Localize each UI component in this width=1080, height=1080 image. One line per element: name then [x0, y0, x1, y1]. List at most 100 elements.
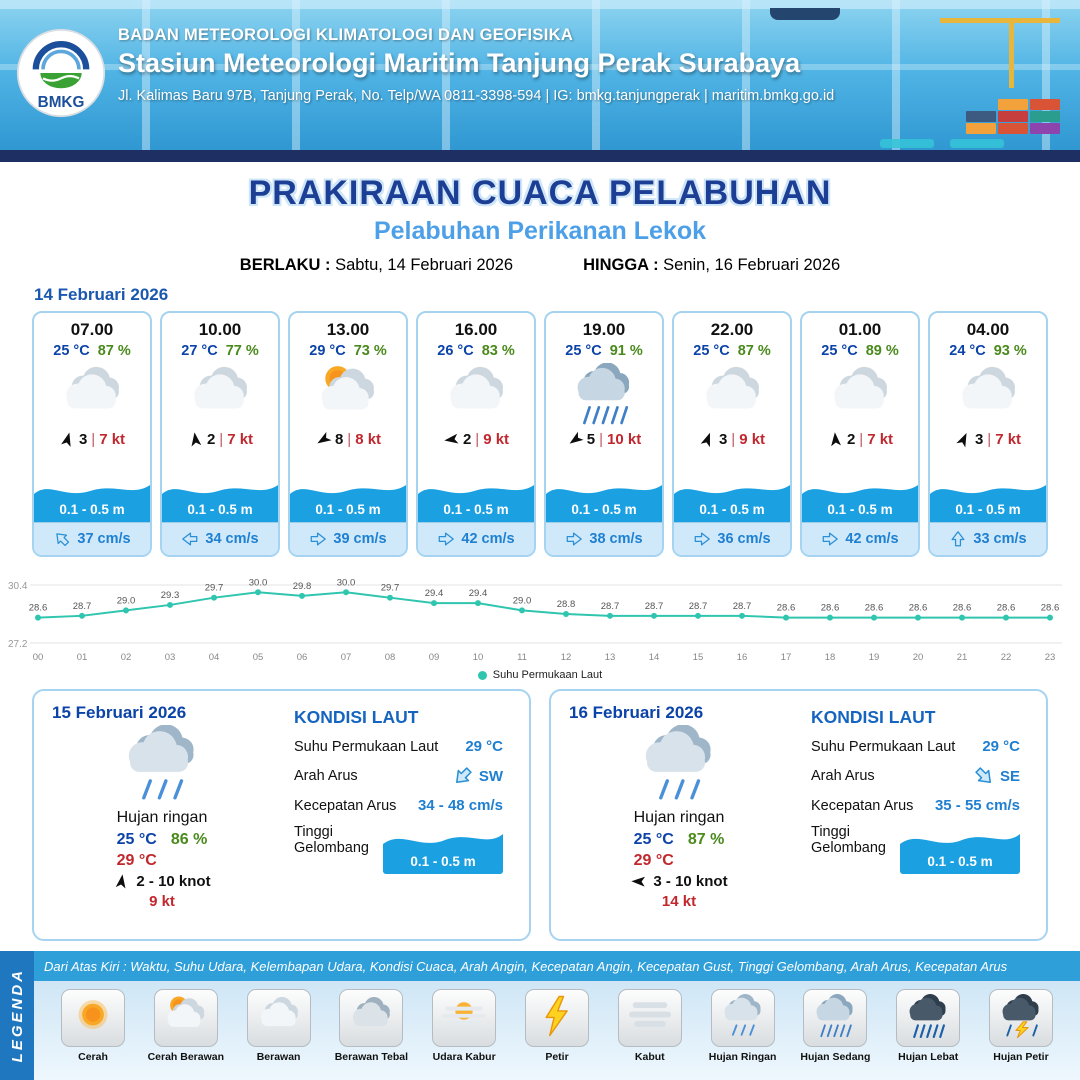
- legend-icon-tile: [988, 989, 1053, 1047]
- chart-series-label: Suhu Permukaan Laut: [492, 669, 603, 681]
- legend-label: Petir: [545, 1051, 569, 1063]
- wind-row: 3 | 7 kt: [34, 426, 150, 453]
- current-speed: 34 cm/s: [205, 531, 259, 547]
- sst-row: Suhu Permukaan Laut 29 °C: [294, 738, 511, 755]
- humidity: 87 %: [737, 343, 771, 359]
- svg-text:30.0: 30.0: [337, 577, 356, 588]
- svg-text:22: 22: [1001, 652, 1012, 663]
- kecepatan-label: Kecepatan Arus: [294, 797, 397, 814]
- bmkg-logo: BMKG: [16, 28, 106, 118]
- hingga-group: HINGGA : Senin, 16 Februari 2026: [583, 256, 840, 275]
- current-row: 33 cm/s: [930, 522, 1046, 555]
- container-icon: [998, 99, 1028, 110]
- wind-gust-value: 3: [974, 431, 984, 448]
- separator: |: [475, 431, 480, 448]
- svg-text:28.6: 28.6: [997, 603, 1016, 614]
- svg-text:23: 23: [1045, 652, 1056, 663]
- legend-item: Berawan Tebal: [326, 989, 416, 1063]
- weather-icon-cloud: [418, 362, 534, 426]
- current-speed: 33 cm/s: [973, 531, 1027, 547]
- svg-text:20: 20: [913, 652, 924, 663]
- weather-icon-haze: [438, 994, 490, 1043]
- forecast-time: 01.00: [838, 320, 882, 339]
- svg-text:15: 15: [693, 652, 704, 663]
- humidity: 93 %: [993, 343, 1027, 359]
- bench-icon: [950, 139, 1004, 148]
- temp-humidity-row: 25 °C 91 %: [546, 343, 662, 359]
- legend-icon-tile: [524, 989, 589, 1047]
- weather-icon-cloud: [674, 362, 790, 426]
- svg-text:29.0: 29.0: [117, 595, 136, 606]
- forecast-time: 22.00: [710, 320, 754, 339]
- temp-column: 25 °C 29 °C: [634, 831, 674, 870]
- wind-range: 3 - 10 knot: [653, 873, 728, 890]
- station-name: Stasiun Meteorologi Maritim Tanjung Pera…: [118, 48, 801, 78]
- current-direction-icon: [949, 530, 967, 548]
- current-speed-row: Kecepatan Arus 35 - 55 cm/s: [811, 797, 1028, 814]
- humidity: 91 %: [609, 343, 643, 359]
- wave-height: 0.1 - 0.5 m: [699, 502, 765, 517]
- legend-section: LEGENDA Dari Atas Kiri : Waktu, Suhu Uda…: [0, 951, 1080, 1080]
- svg-text:05: 05: [253, 652, 264, 663]
- legend-item: Hujan Ringan: [698, 989, 788, 1063]
- wind-speed: 7 kt: [99, 431, 126, 448]
- container-icon: [998, 123, 1028, 134]
- weather-icon-cloud: [802, 362, 918, 426]
- weather-icon-rain-light: [627, 724, 731, 808]
- wave-graphic: [546, 485, 662, 522]
- current-direction-icon: [53, 530, 71, 548]
- wave-graphic: [162, 485, 278, 522]
- temp-min: 25 °C: [116, 831, 157, 848]
- hourly-forecast-card: 19.00 25 °C 91 % 5 | 10 kt 0.1 - 0.5 m 3…: [544, 311, 664, 557]
- wave-height: 0.1 - 0.5 m: [315, 502, 381, 517]
- weather-icon-thunderstorm: [995, 993, 1047, 1043]
- berlaku-date: Sabtu, 14 Februari 2026: [335, 256, 514, 274]
- wind-direction-icon: [699, 431, 716, 448]
- current-direction-row: Arah Arus SE: [811, 765, 1028, 787]
- day-temps: 25 °C 29 °C 86 %: [117, 831, 208, 870]
- legenda-text: LEGENDA: [8, 968, 26, 1063]
- current-row: 36 cm/s: [674, 522, 790, 555]
- wave-height-band: 0.1 - 0.5 m: [802, 476, 918, 522]
- current-row: 34 cm/s: [162, 522, 278, 555]
- ship-icon: [770, 8, 840, 20]
- humidity: 73 %: [353, 343, 387, 359]
- wind-row: 3 | 9 kt: [674, 426, 790, 453]
- container-icon: [966, 111, 996, 122]
- wave-graphic: [290, 485, 406, 522]
- current-row: 37 cm/s: [34, 522, 150, 555]
- forecast-time: 19.00: [582, 320, 626, 339]
- daily-forecast-card: 15 Februari 2026 Hujan ringan 25 °C 29 °…: [32, 689, 531, 941]
- current-speed: 39 cm/s: [333, 531, 387, 547]
- wind-direction-icon: [827, 431, 844, 448]
- wind-row: 2 | 9 kt: [418, 426, 534, 453]
- svg-text:29.4: 29.4: [469, 588, 488, 599]
- svg-text:29.0: 29.0: [513, 595, 532, 606]
- hourly-forecast-card: 13.00 29 °C 73 % 8 | 8 kt 0.1 - 0.5 m 39…: [288, 311, 408, 557]
- legend-item: Hujan Lebat: [883, 989, 973, 1063]
- temp-humidity-row: 26 °C 83 %: [418, 343, 534, 359]
- legend-label: Berawan: [256, 1051, 301, 1063]
- current-direction-icon: [181, 530, 199, 548]
- wind-direction-icon: [113, 873, 130, 890]
- temp-humidity-row: 25 °C 87 %: [34, 343, 150, 359]
- wind-direction-icon: [630, 873, 647, 890]
- crane-icon: [1009, 18, 1014, 88]
- wave-height: 0.1 - 0.5 m: [955, 502, 1021, 517]
- legend-label: Hujan Lebat: [898, 1051, 959, 1063]
- svg-text:12: 12: [561, 652, 572, 663]
- svg-text:13: 13: [605, 652, 616, 663]
- svg-text:09: 09: [429, 652, 440, 663]
- wave-height-band: 0.1 - 0.5 m: [674, 476, 790, 522]
- temp-humidity-row: 25 °C 89 %: [802, 343, 918, 359]
- berlaku-group: BERLAKU : Sabtu, 14 Februari 2026: [240, 256, 513, 275]
- sst-value: 29 °C: [465, 738, 503, 755]
- day-date: 15 Februari 2026: [52, 703, 187, 722]
- current-row: 42 cm/s: [418, 522, 534, 555]
- daily-forecast-row: 15 Februari 2026 Hujan ringan 25 °C 29 °…: [0, 689, 1080, 941]
- weather-icon-cloud: [253, 994, 305, 1043]
- gelombang-label: Tinggi Gelombang: [294, 824, 369, 856]
- sea-conditions: KONDISI LAUT Suhu Permukaan Laut 29 °C A…: [272, 703, 511, 927]
- wave-graphic: [900, 834, 1020, 874]
- temp-max: 29 °C: [633, 852, 674, 869]
